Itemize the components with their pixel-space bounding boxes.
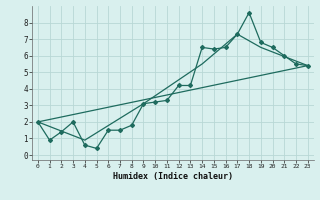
X-axis label: Humidex (Indice chaleur): Humidex (Indice chaleur) [113,172,233,181]
